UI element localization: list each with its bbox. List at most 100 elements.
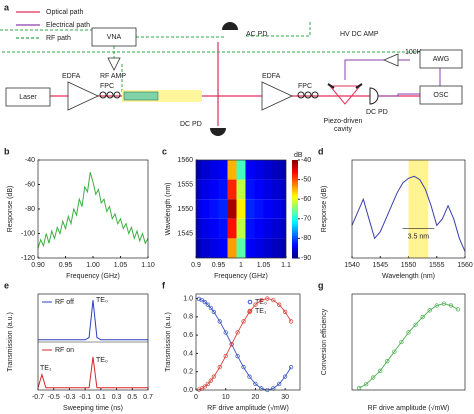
legend-text: TE₀ <box>255 299 267 306</box>
heat-cell <box>281 238 286 258</box>
y-tick-label: 1.0 <box>183 295 193 302</box>
legend-text: Optical path <box>46 9 83 16</box>
data-point <box>427 308 432 313</box>
x-tick-label: 0.95 <box>212 262 226 269</box>
heat-cell <box>272 218 282 239</box>
plot-frame <box>195 293 301 391</box>
heat-cell <box>236 199 246 219</box>
x-tick-label: 1.05 <box>114 262 128 269</box>
x-axis-label: Frequency (GHz) <box>66 273 120 280</box>
y-tick-label: 0.8 <box>183 314 193 321</box>
data-point <box>208 378 214 383</box>
colorbar-step <box>292 216 298 220</box>
dc-pd-label: DC PD <box>180 121 202 128</box>
y-tick-label: 1560 <box>177 157 193 164</box>
y-tick-label: 1545 <box>177 230 193 237</box>
plot-frame <box>37 293 149 391</box>
data-point <box>265 296 270 301</box>
y-tick-label: -40 <box>25 157 35 164</box>
data-point <box>208 305 214 311</box>
heat-cell <box>236 160 246 180</box>
data-point <box>205 302 211 307</box>
annotation: TE₀ <box>96 297 108 304</box>
x-tick-label: -0.5 <box>48 394 60 401</box>
heat-cell <box>227 238 237 258</box>
data-point <box>241 364 246 370</box>
legend-text: RF path <box>46 35 71 42</box>
data-point <box>223 330 228 335</box>
y-tick-label: -60 <box>25 181 35 188</box>
edfa-label: EDFA <box>262 73 281 80</box>
edfa-label: EDFA <box>62 73 81 80</box>
data-point <box>288 364 294 370</box>
rf-amp-label: RF AMP <box>100 73 126 80</box>
rf-path <box>0 29 430 58</box>
heat-cell <box>254 199 264 219</box>
data-point <box>448 303 454 308</box>
data-point <box>202 384 208 389</box>
heat-cell <box>236 179 246 200</box>
y-tick-label: 0.0 <box>183 387 193 394</box>
cavity-label: Piezo-driven cavity <box>323 118 363 133</box>
freq-label: 100Hz <box>405 49 426 56</box>
colorbar-step <box>292 221 298 225</box>
fpc-label: FPC <box>298 83 312 90</box>
legend-marker <box>247 299 253 305</box>
heat-cell <box>272 199 282 219</box>
hv-amp-label: HV DC AMP <box>340 31 379 38</box>
colorbar-step <box>292 228 298 232</box>
data-point <box>434 303 439 308</box>
colorbar-step <box>292 253 298 257</box>
heat-cell <box>272 238 282 258</box>
heat-cell <box>200 218 210 239</box>
data-point <box>371 375 376 380</box>
data-point <box>235 330 240 335</box>
rf-path <box>121 20 311 92</box>
data-point <box>277 302 282 307</box>
x-tick-label: 1.05 <box>257 262 271 269</box>
colorbar-step <box>292 218 298 222</box>
heat-cell <box>254 160 264 180</box>
heat-cell <box>254 218 264 239</box>
x-tick-label: 1.00 <box>86 262 100 269</box>
heat-cell <box>227 160 237 180</box>
heat-cell <box>218 218 228 239</box>
heat-cell <box>200 160 210 180</box>
data-point <box>441 301 446 306</box>
data-point <box>282 374 288 379</box>
colorbar-step <box>292 169 298 173</box>
colorbar-tick-label: -40 <box>301 157 311 164</box>
x-axis-label: Sweeping time (ns) <box>63 405 123 412</box>
legend-text: Electrical path <box>46 22 90 29</box>
colorbar-step <box>292 240 298 244</box>
modulator <box>123 91 159 101</box>
heat-cell <box>218 199 228 219</box>
data-point <box>277 381 282 387</box>
heat-cell <box>218 160 228 180</box>
heat-cell <box>196 199 201 219</box>
panel-label: e <box>4 280 9 290</box>
cavity <box>328 85 362 105</box>
rf-amp <box>107 57 121 71</box>
heat-cell <box>245 218 255 239</box>
colorbar-step <box>292 226 298 230</box>
panel-label: d <box>318 146 324 156</box>
colorbar-step <box>292 248 298 252</box>
x-tick-label: 0.95 <box>59 262 73 269</box>
colorbar-step <box>292 201 298 205</box>
data-point <box>241 319 246 324</box>
data-point <box>420 314 425 320</box>
fit-line <box>358 303 459 389</box>
legend-text: RF off <box>55 299 74 306</box>
colorbar-step <box>292 167 298 171</box>
colorbar-step <box>292 191 298 195</box>
ac-pd-label: AC PD <box>246 31 267 38</box>
data-point <box>271 297 276 303</box>
x-tick-label: 1545 <box>372 262 388 269</box>
data-line <box>351 175 466 252</box>
heat-cell <box>263 160 273 180</box>
photodiode <box>210 128 226 136</box>
data-point <box>253 302 258 307</box>
heat-cell <box>209 179 219 200</box>
